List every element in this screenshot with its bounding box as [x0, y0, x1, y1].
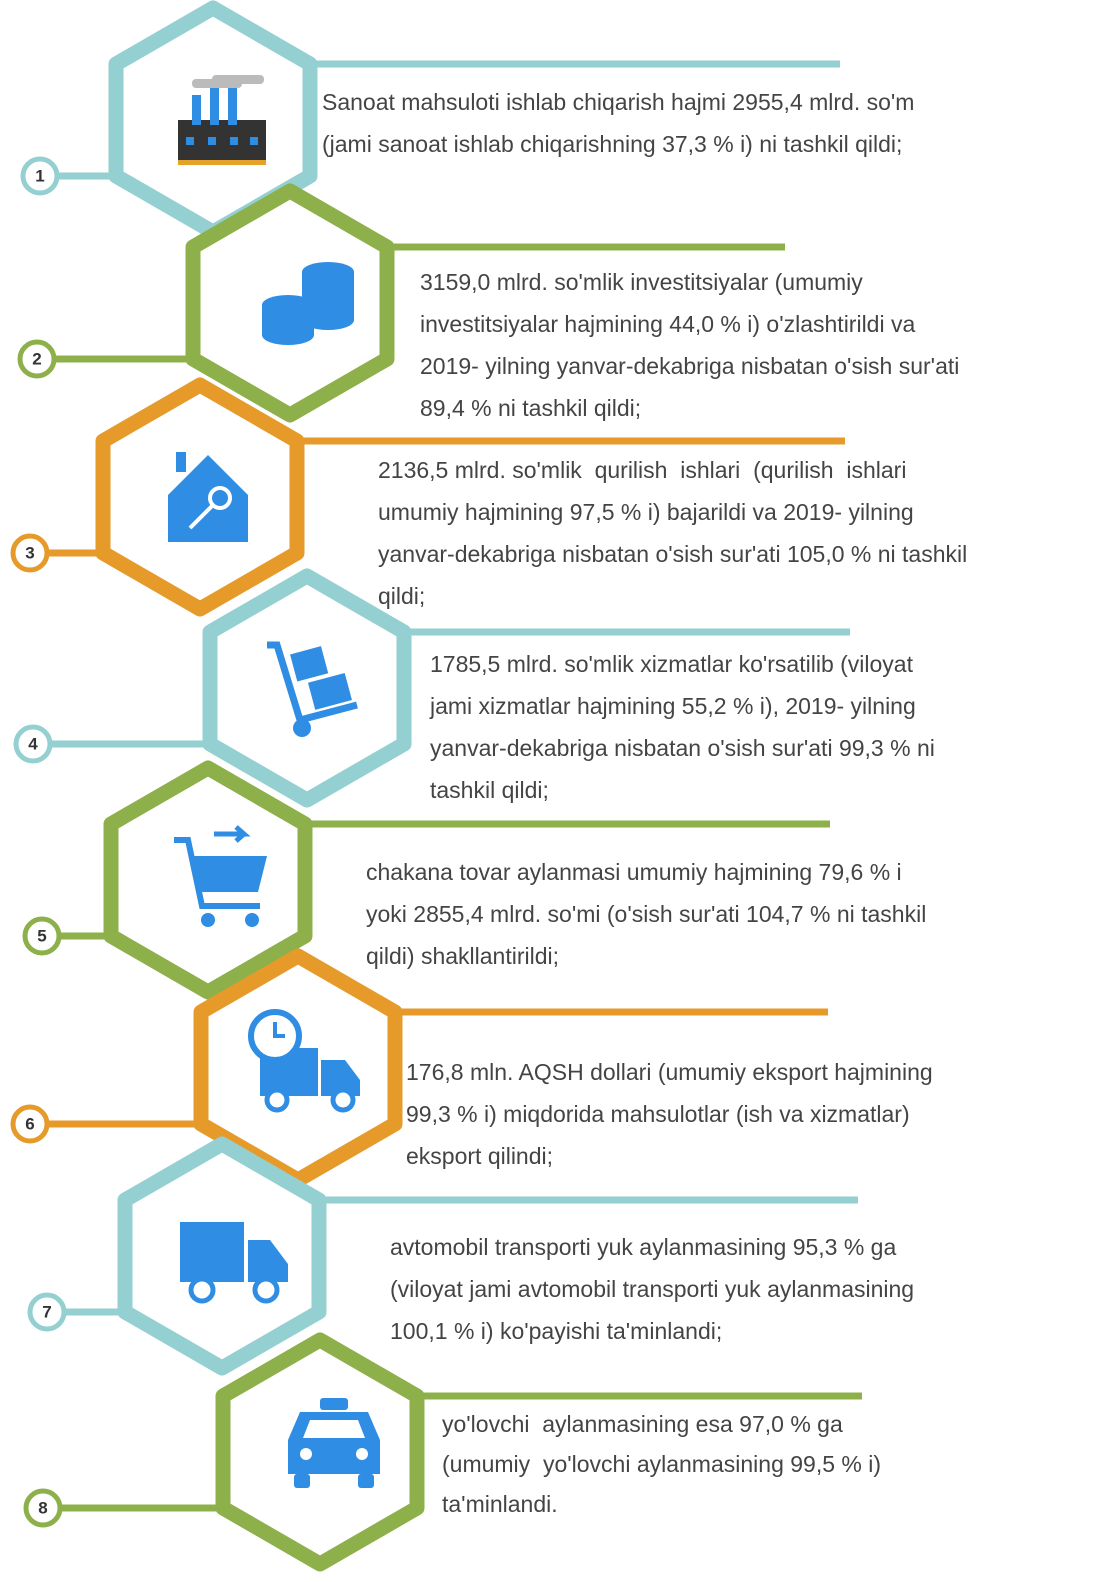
item-text: yo'lovchi aylanmasining esa 97,0 % ga	[442, 1411, 843, 1437]
item-text: qildi) shakllantirildi;	[366, 943, 559, 969]
item-text: 89,4 % ni tashkil qildi;	[420, 395, 641, 421]
item-number: 7	[42, 1302, 51, 1321]
item-text: tashkil qildi;	[430, 777, 549, 803]
truck-icon	[180, 1222, 288, 1304]
item-text: yanvar-dekabriga nisbatan o'sish sur'ati…	[430, 735, 935, 761]
item-text: umumiy hajmining 97,5 % i) bajarildi va …	[378, 499, 914, 525]
item-text: jami xizmatlar hajmining 55,2 % i), 2019…	[429, 693, 916, 719]
shapes: 1 Sanoat mahsuloti ishlab chiqarish hajmi…	[10, 0, 967, 1572]
item-text: 2136,5 mlrd. so'mlik qurilish ishlari (q…	[378, 457, 906, 483]
house-icon	[168, 452, 248, 542]
item-number: 1	[35, 166, 44, 185]
item-text: (umumiy yo'lovchi aylanmasining 99,5 % i…	[442, 1451, 881, 1477]
coins-icon	[262, 262, 354, 345]
item-number: 4	[28, 734, 38, 753]
number-badge	[20, 156, 60, 196]
item-text: yoki 2855,4 mlrd. so'mi (o'sish sur'ati …	[366, 901, 926, 927]
item-text: (viloyat jami avtomobil transporti yuk a…	[390, 1276, 914, 1302]
item-number: 3	[25, 543, 34, 562]
item: 2 3159,0 mlrd. so'mlik investitsiyalar (u…	[17, 183, 959, 423]
number-badge	[22, 916, 62, 956]
item-text: (jami sanoat ishlab chiqarishning 37,3 %…	[322, 131, 902, 157]
number-badge	[13, 724, 53, 764]
icons	[168, 75, 380, 1488]
item-number: 5	[37, 926, 46, 945]
item-text: Sanoat mahsuloti ishlab chiqarish hajmi …	[322, 89, 914, 115]
factory-icon	[178, 75, 266, 165]
item: 5 chakana tovar aylanmasi umumiy hajminin…	[22, 760, 926, 1000]
cart-icon	[174, 825, 267, 927]
item-text: avtomobil transporti yuk aylanmasining 9…	[390, 1234, 896, 1260]
item-text: 2019- yilning yanvar-dekabriga nisbatan …	[420, 353, 959, 379]
dolly-icon	[267, 641, 358, 737]
item: 7 avtomobil transporti yuk aylanmasining …	[27, 1136, 914, 1376]
number-badge	[27, 1292, 67, 1332]
item-text: qildi;	[378, 583, 425, 609]
item: 8 yo'lovchi aylanmasining esa 97,0 % ga (u…	[23, 1332, 881, 1572]
item-number: 6	[25, 1114, 34, 1133]
item-text: 176,8 mln. AQSH dollari (umumiy eksport …	[406, 1059, 933, 1085]
number-badge	[17, 339, 57, 379]
item-text: chakana tovar aylanmasi umumiy hajmining…	[366, 859, 902, 885]
item-text: yanvar-dekabriga nisbatan o'sish sur'ati…	[378, 541, 967, 567]
item-number: 8	[38, 1498, 47, 1517]
item-text: 100,1 % i) ko'payishi ta'minlandi;	[390, 1318, 722, 1344]
taxi-icon	[288, 1398, 380, 1488]
item: 4 1785,5 mlrd. so'mlik xizmatlar ko'rsati…	[13, 568, 935, 808]
item-text: 1785,5 mlrd. so'mlik xizmatlar ko'rsatil…	[430, 651, 914, 677]
item-text: ta'minlandi.	[442, 1491, 558, 1517]
item-number: 2	[32, 349, 41, 368]
number-badge	[10, 533, 50, 573]
number-badge	[10, 1104, 50, 1144]
item-text: investitsiyalar hajmining 44,0 % i) o'zl…	[420, 311, 915, 337]
item-text: eksport qilindi;	[406, 1143, 553, 1169]
number-badge	[23, 1488, 63, 1528]
item: 1 Sanoat mahsuloti ishlab chiqarish hajmi…	[20, 0, 914, 240]
delivery-icon	[248, 1009, 360, 1113]
item-text: 3159,0 mlrd. so'mlik investitsiyalar (um…	[420, 269, 863, 295]
item-text: 99,3 % i) miqdorida mahsulotlar (ish va …	[406, 1101, 910, 1127]
hexagon	[202, 568, 412, 808]
item: 6 176,8 mln. AQSH dollari (umumiy eksport…	[10, 948, 933, 1188]
